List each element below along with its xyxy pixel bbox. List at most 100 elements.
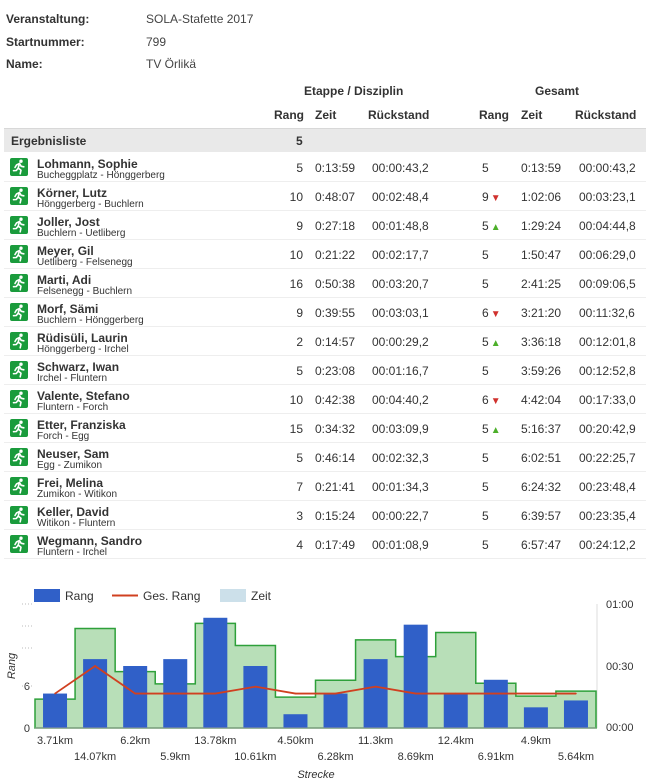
info-label: Veranstaltung:	[6, 12, 90, 26]
table-row[interactable]: Marti, Adi Felsenegg - Buchlern 16 0:50:38 0…	[4, 269, 646, 298]
col-gesamt-rang[interactable]: Rang	[479, 108, 509, 122]
total-time: 6:57:47	[521, 538, 562, 552]
table-group-header: Etappe / Disziplin Gesamt	[0, 84, 655, 102]
ges-rang-point	[134, 692, 136, 695]
ges-rang-point	[334, 692, 337, 695]
ges-rang-point	[294, 692, 297, 695]
ges-rang-point	[94, 665, 96, 667]
total-rank-value: 5	[482, 451, 489, 465]
runner-name[interactable]: Körner, Lutz	[37, 186, 108, 200]
total-time: 3:21:20	[521, 306, 562, 320]
table-row[interactable]: Wegmann, Sandro Fluntern - Irchel 4 0:17:49…	[4, 530, 646, 559]
total-gap: 00:04:44,8	[579, 219, 636, 233]
runner-name[interactable]: Frei, Melina	[37, 476, 104, 490]
runner-name[interactable]: Wegmann, Sandro	[37, 534, 143, 548]
stage-gap: 00:01:16,7	[372, 364, 429, 378]
stage-gap: 00:01:34,3	[372, 480, 429, 494]
runner-icon	[10, 274, 28, 292]
stage-time: 0:15:24	[315, 509, 356, 523]
col-gesamt-zeit[interactable]: Zeit	[521, 108, 543, 122]
total-time: 6:39:57	[521, 509, 562, 523]
table-row[interactable]: Meyer, Gil Uetliberg - Felsenegg 10 0:21:22…	[4, 240, 646, 269]
table-row[interactable]: Etter, Franziska Forch - Egg 15 0:34:32 00:0…	[4, 414, 646, 443]
runner-name[interactable]: Morf, Sämi	[37, 302, 99, 316]
ges-rang-point	[454, 692, 457, 695]
x-tick-label: 6.28km	[317, 751, 353, 763]
runner-name[interactable]: Rüdisüli, Laurin	[37, 331, 128, 345]
col-rang[interactable]: Rang	[274, 108, 304, 122]
stage-time: 0:17:49	[315, 538, 356, 552]
table-row[interactable]: Joller, Jost Buchlern - Uetliberg 9 0:27:18…	[4, 211, 646, 240]
section-label: Ergebnisliste	[11, 134, 87, 148]
rank-up-arrow-icon: ▲	[490, 222, 501, 233]
stage-time: 0:13:59	[315, 161, 356, 175]
info-row-name: Name: TV Örlikä	[6, 53, 253, 76]
stage-gap: 00:00:22,7	[372, 509, 429, 523]
total-rank: 5	[482, 509, 512, 523]
table-row[interactable]: Morf, Sämi Buchlern - Hönggerberg 9 0:39:55…	[4, 298, 646, 327]
stage-rank: 3	[296, 509, 303, 523]
rang-bar	[43, 693, 68, 728]
stage-time: 0:21:41	[315, 480, 356, 494]
table-row[interactable]: Körner, Lutz Hönggerberg - Buchlern 10 0:48…	[4, 182, 646, 211]
table-row[interactable]: Neuser, Sam Egg - Zumikon 5 0:46:14 00:02:32…	[4, 443, 646, 472]
results-chart: Rang Ges. Rang Zeit 6 0 Rang 01:00 00:30 00:00 3.…	[6, 589, 634, 781]
table-row[interactable]: Keller, David Witikon - Fluntern 3 0:15:24 0…	[4, 501, 646, 530]
runner-icon	[10, 303, 28, 321]
segment-name: Witikon - Fluntern	[37, 518, 116, 529]
total-gap: 00:17:33,0	[579, 393, 636, 407]
ges-rang-point	[254, 685, 257, 688]
stage-time: 0:50:38	[315, 277, 356, 291]
table-row[interactable]: Schwarz, Iwan Irchel - Fluntern 5 0:23:08 00…	[4, 356, 646, 385]
runner-name[interactable]: Etter, Franziska	[37, 418, 126, 432]
ges-rang-point	[374, 685, 377, 688]
runner-name[interactable]: Valente, Stefano	[37, 389, 130, 403]
x-tick-label: 4.50km	[277, 735, 313, 747]
runner-icon	[10, 245, 28, 263]
stage-time: 0:42:38	[315, 393, 356, 407]
total-gap: 00:00:43,2	[579, 161, 636, 175]
runner-name[interactable]: Keller, David	[37, 505, 110, 519]
total-gap: 00:23:48,4	[579, 480, 636, 494]
stage-gap: 00:01:08,9	[372, 538, 429, 552]
stage-time: 0:46:14	[315, 451, 356, 465]
x-axis-title: Strecke	[297, 769, 334, 781]
rang-bar	[363, 659, 388, 728]
total-rank: 5	[482, 277, 512, 291]
rang-bar	[523, 707, 548, 728]
runner-name[interactable]: Neuser, Sam	[37, 447, 110, 461]
col-gesamt-rueckstand[interactable]: Rückstand	[575, 108, 637, 122]
total-time: 0:13:59	[521, 161, 562, 175]
stage-rank: 10	[289, 190, 303, 204]
segment-name: Forch - Egg	[37, 431, 90, 442]
table-row[interactable]: Frei, Melina Zumikon - Witikon 7 0:21:41 00:…	[4, 472, 646, 501]
total-rank: 5	[482, 538, 512, 552]
segment-name: Zumikon - Witikon	[37, 489, 118, 500]
rank-up-arrow-icon: ▲	[490, 338, 501, 349]
total-rank: 5	[482, 161, 512, 175]
table-row[interactable]: Rüdisüli, Laurin Hönggerberg - Irchel 2 0:1…	[4, 327, 646, 356]
stage-time: 0:34:32	[315, 422, 356, 436]
col-rueckstand[interactable]: Rückstand	[368, 108, 430, 122]
runner-name[interactable]: Lohmann, Sophie	[37, 157, 138, 171]
runner-name[interactable]: Meyer, Gil	[37, 244, 94, 258]
total-rank-value: 5	[482, 364, 489, 378]
table-row[interactable]: Lohmann, Sophie Bucheggplatz - Hönggerber…	[4, 153, 646, 182]
rang-bar	[483, 679, 508, 728]
col-zeit[interactable]: Zeit	[315, 108, 337, 122]
runner-name[interactable]: Joller, Jost	[37, 215, 100, 229]
table-row[interactable]: Valente, Stefano Fluntern - Forch 10 0:42:3…	[4, 385, 646, 414]
y-axis-title: Rang	[6, 652, 18, 679]
ergebnisliste-section: Ergebnisliste 5	[4, 128, 646, 152]
segment-name: Fluntern - Irchel	[37, 547, 108, 558]
ges-rang-point	[54, 692, 56, 695]
total-rank: 9 ▼	[482, 190, 512, 204]
stage-time: 0:21:22	[315, 248, 356, 262]
info-value: SOLA-Stafette 2017	[146, 12, 254, 26]
total-time: 4:42:04	[521, 393, 562, 407]
segment-name: Felsenegg - Buchlern	[37, 286, 133, 297]
runner-name[interactable]: Schwarz, Iwan	[37, 360, 120, 374]
legend-zeit-label: Zeit	[251, 589, 272, 603]
runner-name[interactable]: Marti, Adi	[37, 273, 92, 287]
total-rank-value: 5	[482, 509, 489, 523]
